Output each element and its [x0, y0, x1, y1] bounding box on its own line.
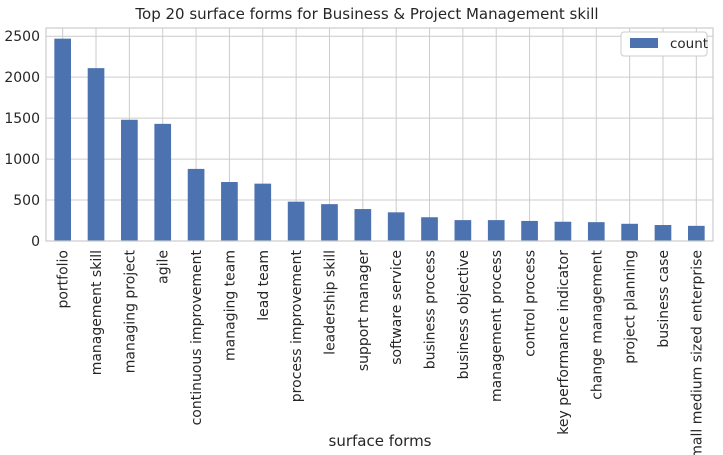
chart-title: Top 20 surface forms for Business & Proj…: [134, 5, 598, 23]
y-tick-label: 2000: [4, 70, 40, 86]
bar: [187, 168, 205, 241]
x-tick-label: management skill: [89, 250, 105, 375]
bar: [121, 119, 138, 241]
bar: [587, 222, 605, 241]
x-tick-label: process improvement: [289, 250, 305, 403]
x-tick-label: portfolio: [56, 250, 72, 309]
x-tick-label: business case: [656, 250, 672, 348]
x-tick-label: agile: [156, 250, 172, 284]
bar: [487, 220, 505, 241]
plot-frame: [45, 27, 714, 242]
bar: [287, 201, 305, 241]
y-tick-label: 500: [13, 193, 40, 209]
x-tick-label: control process: [523, 250, 539, 357]
y-tick-labels: 0 500 1000 1500 2000 2500: [4, 29, 40, 250]
legend: count: [620, 31, 708, 57]
x-tick-label: small medium sized enterprise: [689, 250, 705, 455]
bar: [87, 68, 105, 242]
bar: [321, 204, 338, 241]
bar: [54, 38, 72, 242]
y-tick-label: 0: [31, 234, 40, 250]
bars: [54, 38, 705, 242]
bar: [621, 223, 638, 241]
x-tick-label: key performance indicator: [556, 250, 572, 435]
x-tick-label: managing project: [122, 249, 138, 373]
bar: [554, 221, 572, 241]
bar: [354, 209, 372, 241]
x-tick-label: business objective: [456, 250, 472, 379]
y-tick-label: 2500: [4, 29, 40, 45]
x-tick-label: project planning: [623, 250, 639, 364]
legend-label: count: [670, 36, 708, 52]
bar: [154, 123, 172, 241]
bar: [221, 182, 238, 241]
x-tick-label: leadership skill: [322, 250, 338, 355]
x-tick-labels: portfolio management skill managing projec…: [56, 249, 706, 455]
y-tick-label: 1500: [4, 111, 40, 127]
bar: [687, 225, 705, 241]
x-tick-label: lead team: [256, 250, 272, 321]
x-tick-label: software service: [389, 250, 405, 365]
x-tick-label: support manager: [356, 250, 372, 371]
x-tick-label: management process: [489, 250, 505, 402]
x-axis-label: surface forms: [329, 432, 432, 450]
bar: [654, 225, 672, 241]
legend-swatch: [630, 38, 658, 48]
bar: [521, 220, 538, 241]
bar: [387, 212, 405, 241]
bar: [254, 183, 272, 241]
x-tick-label: business process: [423, 250, 439, 369]
x-tick-label: change management: [589, 250, 605, 400]
x-tick-label: continuous improvement: [189, 249, 205, 425]
bar: [454, 220, 472, 241]
bar: [421, 217, 438, 241]
y-tick-label: 1000: [4, 152, 40, 168]
x-tick-label: managing team: [222, 250, 238, 361]
